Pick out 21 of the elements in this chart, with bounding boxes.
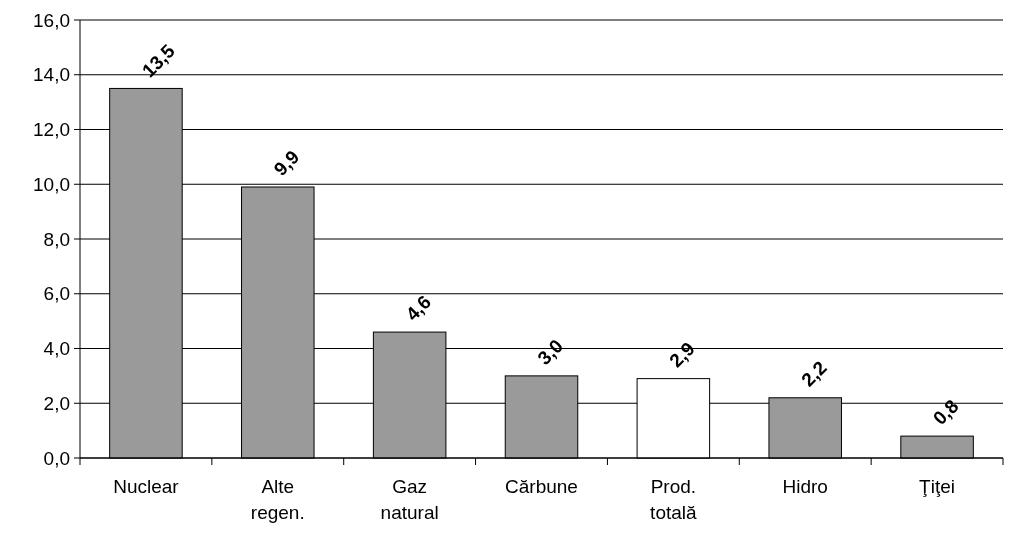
x-tick-label: Nuclear — [113, 476, 180, 497]
y-tick-label: 6,0 — [43, 283, 70, 305]
data-label: 2,2 — [797, 357, 831, 391]
y-tick-label: 0,0 — [43, 447, 70, 469]
data-label: 0,8 — [929, 395, 963, 429]
y-tick-label: 4,0 — [43, 338, 70, 360]
data-label: 4,6 — [401, 291, 436, 325]
x-tick-label: Alte regen. — [250, 476, 305, 523]
y-tick-label: 14,0 — [33, 64, 70, 86]
y-tick-label: 12,0 — [33, 119, 70, 141]
y-tick-label: 10,0 — [33, 173, 70, 195]
x-tick-label: Ţiţei — [919, 476, 956, 497]
y-tick-label: 2,0 — [43, 392, 70, 414]
x-tick-label: Prod. totală — [650, 476, 698, 523]
x-tick-label: Hidro — [782, 476, 828, 497]
data-label: 9,9 — [269, 146, 304, 180]
data-label: 3,0 — [533, 335, 568, 369]
y-tick-label: 8,0 — [43, 228, 70, 250]
x-tick-label: Cărbune — [505, 476, 578, 497]
x-tick-label: Gaz natural — [380, 476, 439, 523]
y-tick-label: 16,0 — [33, 9, 70, 31]
